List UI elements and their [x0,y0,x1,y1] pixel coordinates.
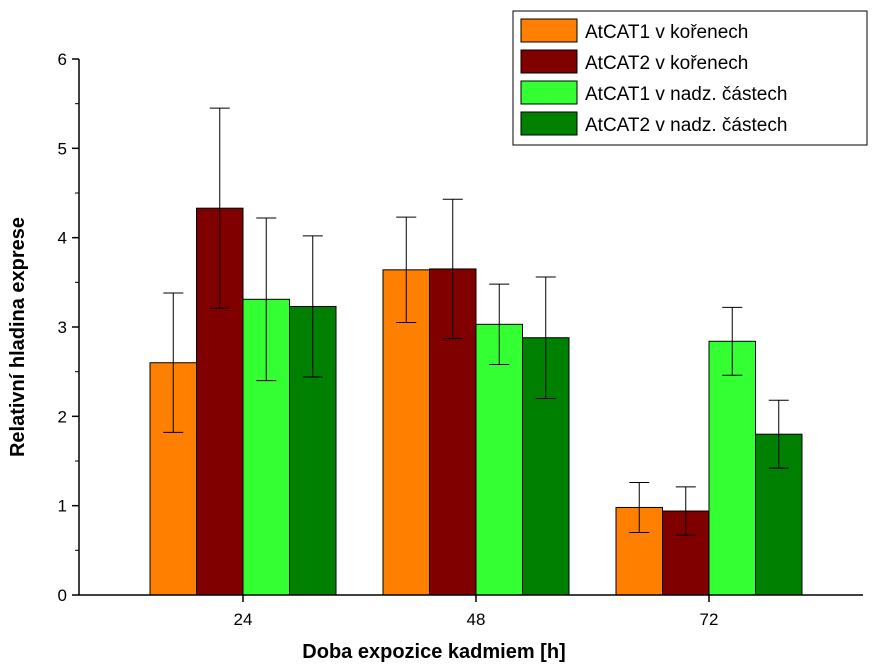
y-tick-label: 3 [58,318,67,337]
legend-label: AtCAT2 v kořenech [585,53,748,74]
error-bar-72-series-4 [768,399,789,469]
error-bar-72-series-1 [629,481,650,533]
legend-label: AtCAT1 v kořenech [585,22,748,43]
y-tick-label: 5 [58,139,67,158]
y-tick-label: 4 [58,229,67,248]
x-tick-label: 72 [700,610,719,629]
legend-swatch [520,111,578,136]
y-tick-label: 1 [58,497,67,516]
y-tick-label: 2 [58,407,67,426]
error-bar-24-series-2 [209,107,230,309]
bar-48-series-1 [382,269,430,596]
axes: 0 1 2 3 4 5 6 24 48 72 [58,50,863,629]
bar-48-series-3 [475,323,523,596]
error-bar-24-series-3 [256,217,277,382]
legend-swatch [520,80,578,105]
bars-layer [149,207,803,596]
legend-swatch [520,18,578,43]
error-bar-72-series-3 [722,306,743,376]
error-bar-48-series-1 [396,216,417,324]
x-tick-label: 24 [234,610,253,629]
bar-72-series-3 [708,340,756,596]
y-tick-label: 0 [58,586,67,605]
legend-label: AtCAT1 v nadz. částech [585,84,787,105]
legend: AtCAT1 v kořenech AtCAT2 v kořenech AtCAT1… [512,10,868,146]
error-bar-48-series-4 [535,276,556,399]
y-tick-label: 6 [58,50,67,69]
error-bar-72-series-2 [675,486,696,536]
y-axis-title: Relativní hladina exprese [7,217,29,457]
error-bars-layer [163,107,789,536]
error-bar-48-series-2 [442,198,463,340]
x-tick-label: 48 [467,610,486,629]
error-bar-48-series-3 [489,283,510,366]
error-bar-24-series-4 [302,235,323,378]
x-axis-title: Doba expozice kadmiem [h] [302,641,565,663]
legend-swatch [520,49,578,74]
error-bar-24-series-1 [163,292,184,433]
legend-label: AtCAT2 v nadz. částech [585,115,787,136]
